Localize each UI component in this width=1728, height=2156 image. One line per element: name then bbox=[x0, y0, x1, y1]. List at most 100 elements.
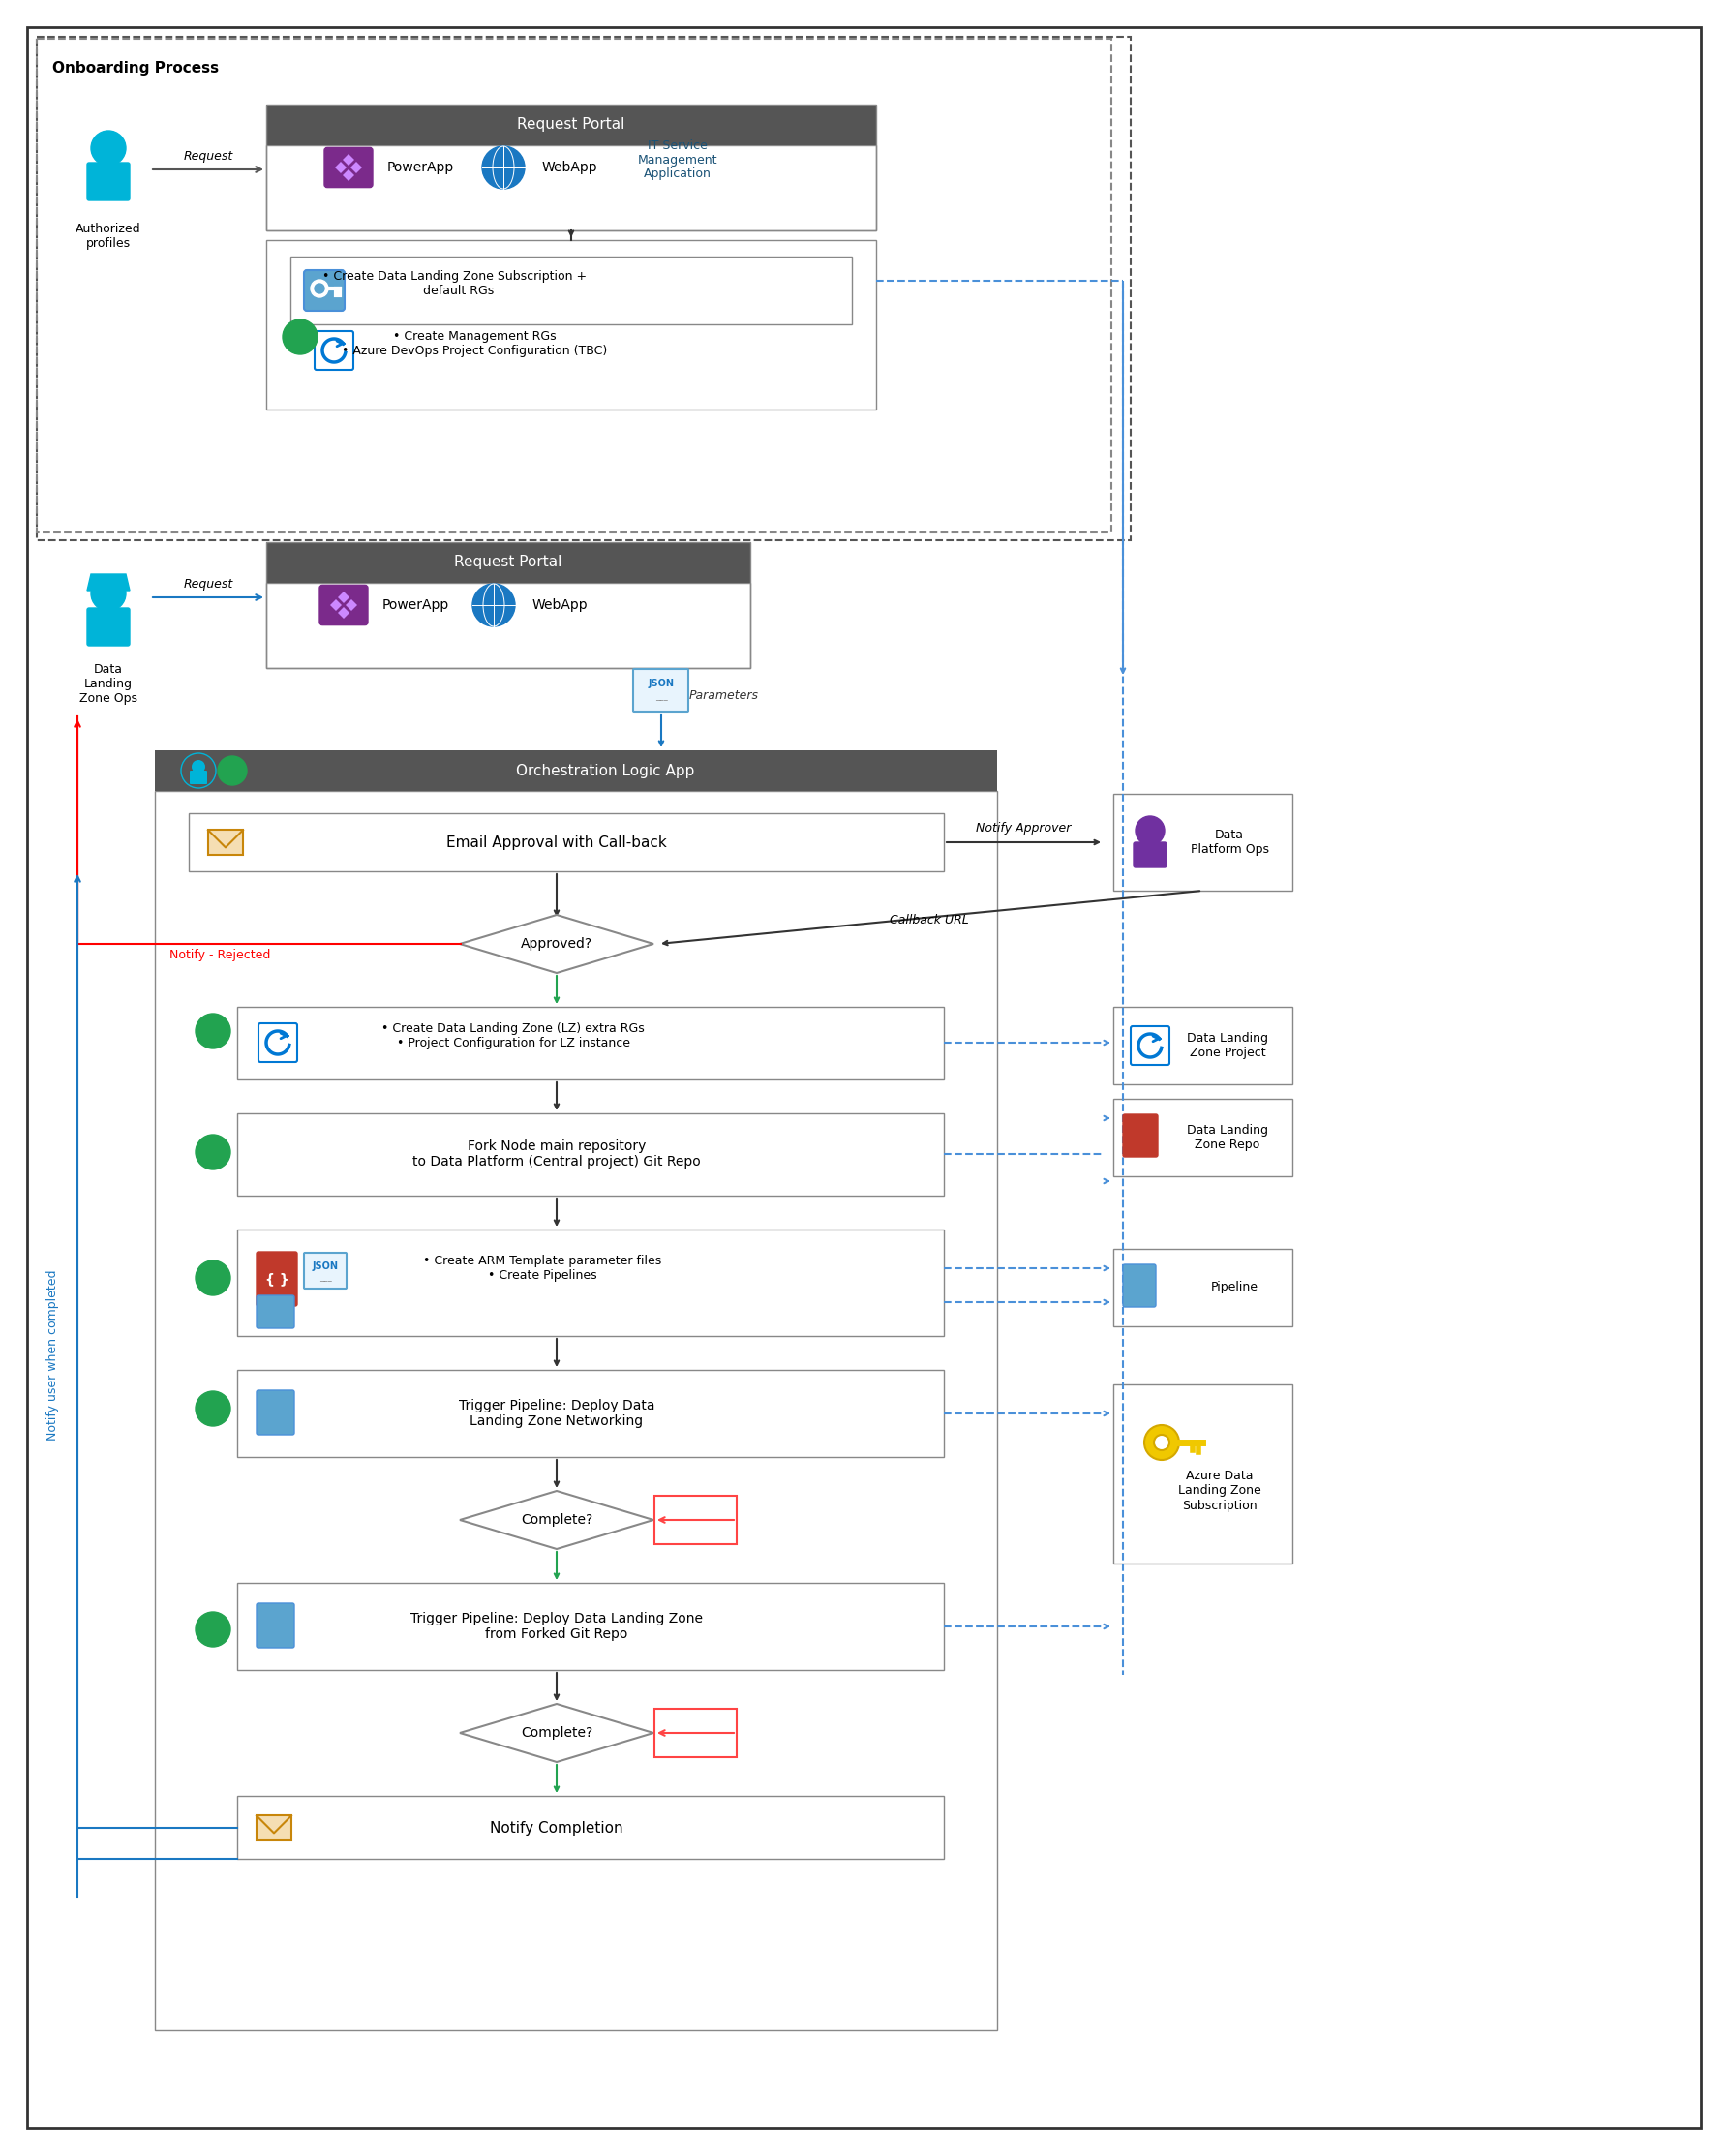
FancyBboxPatch shape bbox=[256, 1391, 294, 1434]
Circle shape bbox=[195, 1013, 230, 1048]
FancyBboxPatch shape bbox=[320, 584, 368, 625]
Text: ___: ___ bbox=[655, 692, 667, 701]
Text: PowerApp: PowerApp bbox=[382, 599, 449, 612]
Text: REST: REST bbox=[199, 1404, 226, 1414]
Bar bbox=[237, 1796, 943, 1858]
Circle shape bbox=[314, 285, 325, 293]
Text: REST: REST bbox=[219, 765, 245, 776]
Text: Data Landing
Zone Repo: Data Landing Zone Repo bbox=[1187, 1123, 1268, 1151]
Text: Email Approval with Call-back: Email Approval with Call-back bbox=[446, 834, 667, 849]
Bar bbox=[266, 541, 750, 668]
Bar bbox=[36, 37, 1130, 541]
Circle shape bbox=[1135, 817, 1165, 845]
Text: WebApp: WebApp bbox=[532, 599, 588, 612]
Bar bbox=[237, 1583, 943, 1671]
Text: REST: REST bbox=[199, 1272, 226, 1283]
FancyBboxPatch shape bbox=[1134, 843, 1166, 867]
Text: Notify Completion: Notify Completion bbox=[491, 1820, 624, 1835]
Text: REST: REST bbox=[199, 1026, 226, 1035]
Bar bbox=[188, 813, 943, 871]
Polygon shape bbox=[339, 591, 349, 604]
Polygon shape bbox=[86, 573, 130, 591]
Text: Pipeline: Pipeline bbox=[1211, 1281, 1258, 1294]
Text: Notify - Rejected: Notify - Rejected bbox=[169, 949, 271, 962]
Text: Trigger Pipeline: Deploy Data
Landing Zone Networking: Trigger Pipeline: Deploy Data Landing Zo… bbox=[458, 1399, 655, 1427]
Text: • Create Data Landing Zone Subscription +
  default RGs: • Create Data Landing Zone Subscription … bbox=[323, 270, 588, 298]
Text: Request: Request bbox=[183, 578, 233, 591]
Text: • Create Data Landing Zone (LZ) extra RGs
• Project Configuration for LZ instanc: • Create Data Landing Zone (LZ) extra RG… bbox=[382, 1022, 645, 1050]
Bar bbox=[1113, 1100, 1293, 1177]
Circle shape bbox=[283, 319, 318, 354]
Bar bbox=[1113, 1007, 1293, 1084]
Circle shape bbox=[92, 132, 126, 166]
Bar bbox=[156, 750, 997, 791]
Circle shape bbox=[195, 1613, 230, 1647]
Circle shape bbox=[1144, 1425, 1178, 1460]
Circle shape bbox=[181, 752, 216, 789]
Text: Approved?: Approved? bbox=[520, 938, 593, 951]
Text: Request Portal: Request Portal bbox=[517, 119, 626, 132]
Text: Parameters: Parameters bbox=[689, 688, 759, 701]
Text: Fork Node main repository
to Data Platform (Central project) Git Repo: Fork Node main repository to Data Platfo… bbox=[413, 1138, 702, 1169]
Bar bbox=[266, 239, 876, 410]
FancyBboxPatch shape bbox=[1123, 1263, 1156, 1307]
Bar bbox=[256, 1815, 292, 1839]
Bar bbox=[290, 257, 852, 323]
Bar bbox=[156, 791, 997, 2031]
Circle shape bbox=[482, 147, 525, 190]
Text: • Create ARM Template parameter files
• Create Pipelines: • Create ARM Template parameter files • … bbox=[423, 1255, 662, 1283]
Text: Complete?: Complete? bbox=[520, 1514, 593, 1526]
Text: REST: REST bbox=[199, 1147, 226, 1158]
Bar bbox=[207, 830, 244, 854]
Text: Request: Request bbox=[183, 151, 233, 164]
Circle shape bbox=[218, 757, 247, 785]
Text: Data
Landing
Zone Ops: Data Landing Zone Ops bbox=[79, 664, 138, 705]
Text: Notify Approver: Notify Approver bbox=[976, 821, 1071, 834]
Bar bbox=[1113, 1248, 1293, 1326]
Polygon shape bbox=[342, 170, 354, 181]
Text: Callback URL: Callback URL bbox=[890, 914, 969, 927]
Text: PowerApp: PowerApp bbox=[387, 162, 454, 175]
FancyBboxPatch shape bbox=[86, 162, 130, 201]
Bar bbox=[1113, 1384, 1293, 1563]
Bar bbox=[266, 103, 876, 144]
FancyBboxPatch shape bbox=[304, 1253, 347, 1289]
Polygon shape bbox=[460, 1703, 653, 1761]
Circle shape bbox=[1154, 1434, 1170, 1451]
Bar bbox=[266, 541, 750, 582]
Polygon shape bbox=[330, 599, 342, 610]
FancyBboxPatch shape bbox=[304, 270, 344, 310]
Text: JSON: JSON bbox=[313, 1261, 339, 1272]
FancyBboxPatch shape bbox=[325, 147, 373, 188]
Text: Request Portal: Request Portal bbox=[454, 556, 562, 569]
Text: Onboarding Process: Onboarding Process bbox=[52, 60, 219, 75]
Text: IT Service
Management
Application: IT Service Management Application bbox=[638, 138, 717, 181]
Circle shape bbox=[195, 1261, 230, 1296]
FancyBboxPatch shape bbox=[1123, 1115, 1158, 1158]
Bar bbox=[36, 39, 1111, 533]
Bar bbox=[237, 1369, 943, 1457]
Text: Notify user when completed: Notify user when completed bbox=[47, 1270, 59, 1440]
Text: • Create Management RGs
• Azure DevOps Project Configuration (TBC): • Create Management RGs • Azure DevOps P… bbox=[342, 330, 607, 358]
Circle shape bbox=[195, 1391, 230, 1425]
Bar bbox=[1113, 793, 1293, 890]
Circle shape bbox=[472, 584, 515, 627]
FancyBboxPatch shape bbox=[190, 770, 207, 785]
Bar bbox=[266, 144, 876, 231]
FancyBboxPatch shape bbox=[259, 1024, 297, 1063]
FancyBboxPatch shape bbox=[256, 1253, 297, 1307]
FancyBboxPatch shape bbox=[256, 1604, 294, 1647]
Bar bbox=[655, 1710, 736, 1757]
Polygon shape bbox=[342, 153, 354, 166]
Text: Data Landing
Zone Project: Data Landing Zone Project bbox=[1187, 1033, 1268, 1059]
Text: Authorized
profiles: Authorized profiles bbox=[76, 222, 142, 250]
Text: WebApp: WebApp bbox=[543, 162, 598, 175]
Bar bbox=[237, 1112, 943, 1197]
Text: Azure Data
Landing Zone
Subscription: Azure Data Landing Zone Subscription bbox=[1178, 1470, 1261, 1511]
Bar bbox=[237, 1007, 943, 1080]
Polygon shape bbox=[351, 162, 363, 172]
Text: { }: { } bbox=[264, 1272, 289, 1285]
Bar bbox=[237, 1229, 943, 1337]
Text: REST: REST bbox=[199, 1623, 226, 1634]
Text: ___: ___ bbox=[320, 1274, 332, 1283]
